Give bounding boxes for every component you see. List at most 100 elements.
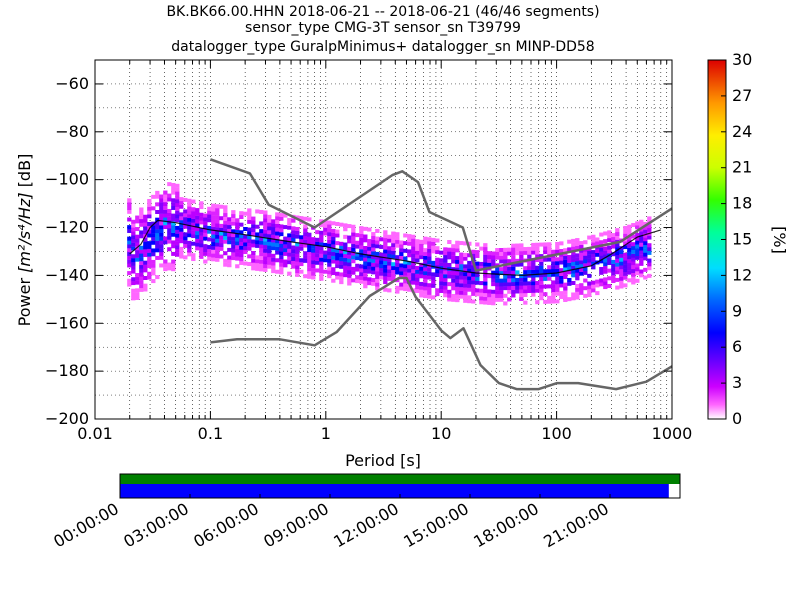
density-cell bbox=[247, 235, 252, 240]
density-cell bbox=[263, 256, 268, 261]
density-cell bbox=[423, 240, 428, 245]
density-cell bbox=[495, 286, 500, 291]
density-cell bbox=[551, 272, 556, 277]
density-cell bbox=[183, 217, 188, 222]
density-cell bbox=[479, 261, 484, 266]
density-cell bbox=[383, 253, 388, 258]
density-cell bbox=[631, 276, 636, 281]
density-cell bbox=[171, 213, 176, 218]
density-cell bbox=[255, 232, 260, 237]
density-cell bbox=[355, 267, 360, 272]
density-cell bbox=[363, 261, 368, 266]
colorbar-tick-label: 24 bbox=[732, 122, 752, 141]
density-cell bbox=[127, 271, 132, 276]
density-cell bbox=[631, 261, 636, 266]
density-cell bbox=[475, 265, 480, 270]
density-cell bbox=[583, 293, 588, 298]
density-cell bbox=[303, 258, 308, 263]
density-cell bbox=[415, 258, 420, 263]
density-cell bbox=[291, 249, 296, 254]
density-cell bbox=[635, 255, 640, 260]
density-cell bbox=[291, 253, 296, 258]
density-cell bbox=[579, 260, 584, 265]
density-cell bbox=[639, 242, 644, 247]
density-cell bbox=[267, 264, 272, 269]
density-cell bbox=[211, 219, 216, 224]
density-cell bbox=[395, 243, 400, 248]
density-cell bbox=[499, 248, 504, 253]
density-cell bbox=[335, 275, 340, 280]
density-cell bbox=[279, 216, 284, 221]
density-cell bbox=[323, 269, 328, 274]
density-cell bbox=[559, 241, 564, 246]
density-cell bbox=[347, 262, 352, 267]
density-cell bbox=[155, 221, 160, 226]
density-cell bbox=[471, 276, 476, 281]
density-cell bbox=[347, 239, 352, 244]
density-cell bbox=[135, 242, 140, 247]
density-cell bbox=[259, 263, 264, 268]
density-cell bbox=[459, 283, 464, 288]
y-tick-label: −60 bbox=[55, 74, 89, 93]
density-cell bbox=[311, 237, 316, 242]
density-cell bbox=[607, 234, 612, 239]
density-cell bbox=[319, 276, 324, 281]
density-cell bbox=[423, 290, 428, 295]
density-cell bbox=[279, 266, 284, 271]
x-tick-label: 1000 bbox=[652, 424, 693, 443]
density-cell bbox=[483, 246, 488, 251]
density-cell bbox=[387, 265, 392, 270]
density-cell bbox=[455, 271, 460, 276]
y-tick-label: −180 bbox=[45, 361, 89, 380]
density-cell bbox=[543, 276, 548, 281]
density-cell bbox=[451, 259, 456, 264]
density-cell bbox=[215, 234, 220, 239]
density-cell bbox=[647, 262, 652, 267]
density-cell bbox=[127, 282, 132, 287]
density-cell bbox=[543, 299, 548, 304]
density-cell bbox=[563, 274, 568, 279]
density-cell bbox=[503, 247, 508, 252]
density-cell bbox=[559, 294, 564, 299]
density-cell bbox=[183, 224, 188, 229]
density-cell bbox=[491, 274, 496, 279]
density-cell bbox=[175, 218, 180, 223]
density-cell bbox=[251, 220, 256, 225]
density-cell bbox=[191, 226, 196, 231]
density-cell bbox=[387, 261, 392, 266]
density-cell bbox=[375, 240, 380, 245]
density-cell bbox=[351, 240, 356, 245]
density-cell bbox=[587, 258, 592, 263]
density-cell bbox=[507, 289, 512, 294]
density-cell bbox=[227, 228, 232, 233]
density-cell bbox=[315, 241, 320, 246]
density-cell bbox=[623, 252, 628, 257]
density-cell bbox=[251, 254, 256, 259]
density-cell bbox=[391, 246, 396, 251]
density-cell bbox=[411, 253, 416, 258]
density-cell bbox=[131, 219, 136, 224]
density-cell bbox=[351, 270, 356, 275]
density-cell bbox=[483, 277, 488, 282]
density-cell bbox=[607, 257, 612, 262]
density-cell bbox=[383, 280, 388, 285]
density-cell bbox=[503, 282, 508, 287]
density-cell bbox=[423, 274, 428, 279]
density-cell bbox=[147, 256, 152, 261]
density-cell bbox=[435, 273, 440, 278]
density-cell bbox=[339, 276, 344, 281]
density-cell bbox=[463, 283, 468, 288]
density-cell bbox=[139, 245, 144, 250]
density-cell bbox=[351, 255, 356, 260]
density-cell bbox=[431, 276, 436, 281]
density-cell bbox=[227, 236, 232, 241]
density-cell bbox=[267, 218, 272, 223]
density-cell bbox=[131, 288, 136, 293]
density-cell bbox=[419, 285, 424, 290]
density-cell bbox=[243, 227, 248, 232]
density-cell bbox=[287, 271, 292, 276]
density-cell bbox=[483, 262, 488, 267]
density-cell bbox=[479, 246, 484, 251]
density-cell bbox=[603, 239, 608, 244]
density-cell bbox=[647, 227, 652, 232]
